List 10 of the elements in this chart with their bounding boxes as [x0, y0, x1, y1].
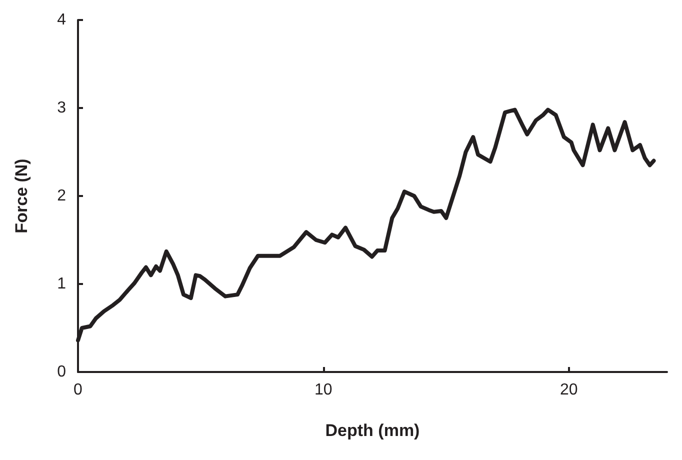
- x-tick-label: 0: [74, 382, 83, 398]
- x-tick-label: 20: [560, 382, 578, 398]
- y-tick-label: 2: [57, 188, 66, 204]
- y-tick-label: 0: [57, 364, 66, 380]
- x-tick-label: 10: [314, 382, 332, 398]
- y-axis-title: Force (N): [12, 158, 31, 234]
- y-tick-label: 1: [57, 276, 66, 292]
- x-axis-title: Depth (mm): [325, 421, 420, 440]
- y-tick-label: 3: [57, 100, 66, 116]
- y-tick-label: 4: [57, 12, 66, 28]
